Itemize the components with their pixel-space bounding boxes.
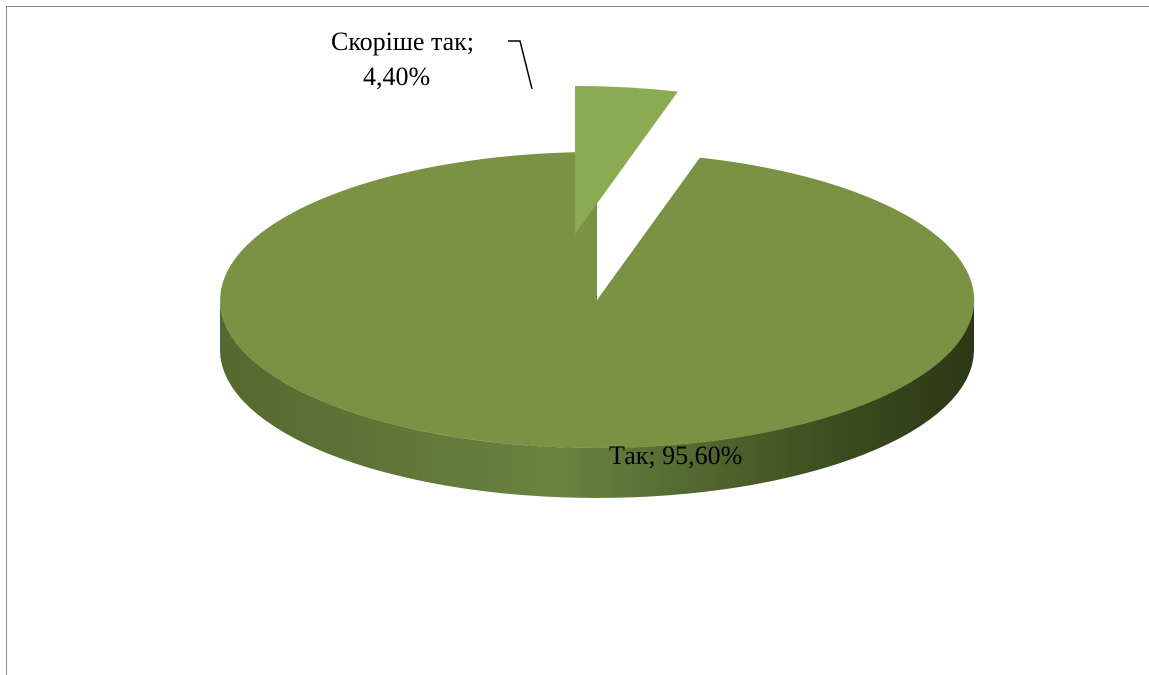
chart-frame — [6, 6, 1149, 675]
leader-line — [508, 40, 533, 90]
pie-slice-skorishe-tak — [575, 85, 678, 234]
data-label-tak: Так; 95,60% — [609, 441, 742, 470]
data-label-skorishe-tak-line2: 4,40% — [363, 62, 430, 91]
pie-slice-tak — [220, 152, 975, 498]
pie-slice-tak-top — [220, 152, 975, 448]
pie-slice-tak-side — [220, 300, 974, 498]
pie-slice-skorishe-tak-top — [575, 85, 678, 234]
data-label-skorishe-tak-line1: Скоріше так; — [331, 27, 474, 56]
